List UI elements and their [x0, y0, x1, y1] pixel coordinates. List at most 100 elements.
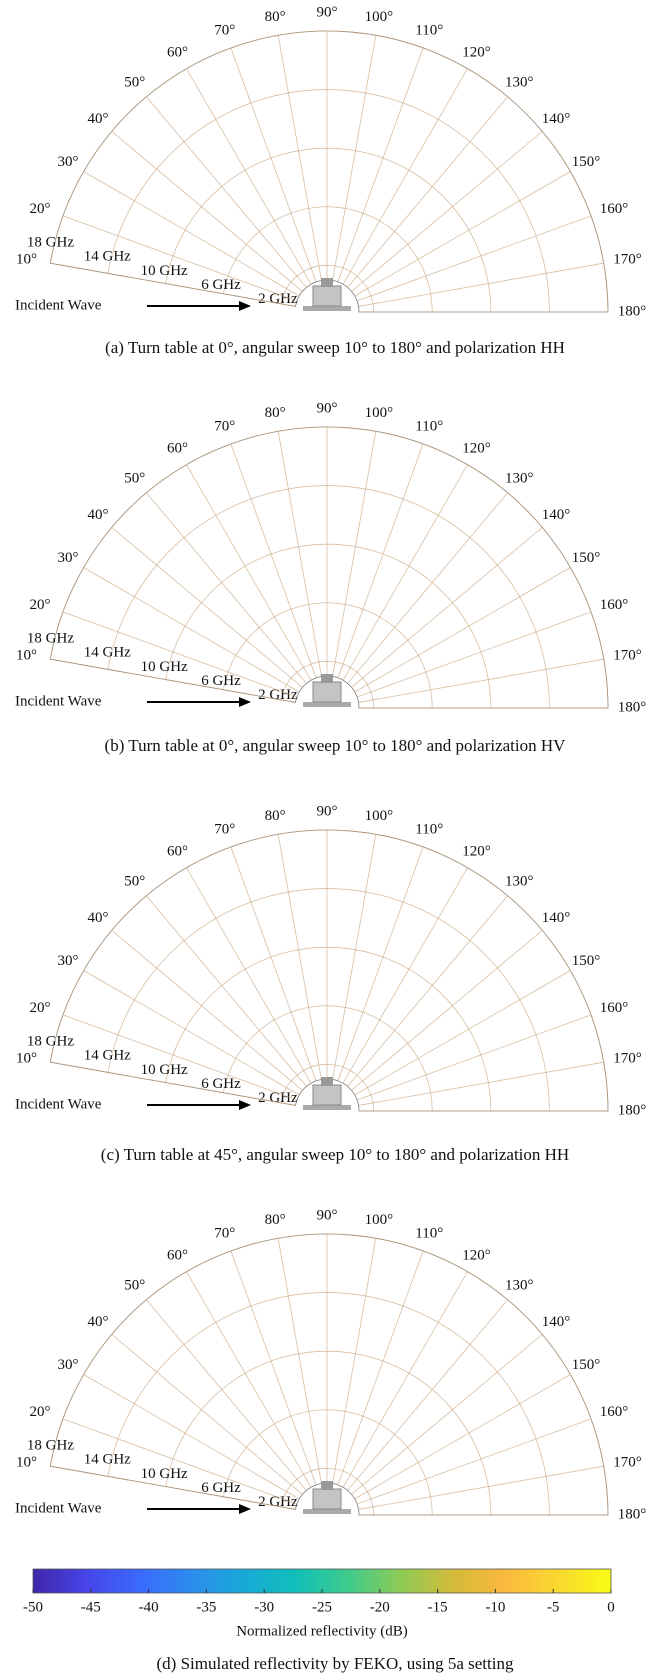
reflectivity-map [49, 1233, 609, 1516]
angle-label: 100° [365, 405, 394, 421]
angle-spoke [354, 567, 571, 693]
frequency-label: 14 GHz [84, 645, 131, 661]
angle-spoke [146, 1299, 307, 1491]
turntable-body [312, 681, 342, 703]
angle-spoke [146, 492, 307, 684]
angle-label: 10° [16, 1455, 37, 1471]
frequency-label: 2 GHz [258, 687, 298, 703]
angle-label: 110° [415, 821, 443, 837]
angle-label: 80° [265, 808, 286, 824]
angle-spoke [354, 171, 571, 297]
angle-spoke [356, 1014, 592, 1101]
frequency-ring [49, 426, 609, 709]
frequency-label: 2 GHz [258, 1494, 298, 1510]
angle-label: 90° [317, 1207, 338, 1223]
angle-spoke [186, 68, 312, 285]
angle-label: 180° [618, 1102, 647, 1118]
turntable-base [303, 702, 351, 707]
frequency-ring [165, 1350, 492, 1516]
angle-label: 50° [124, 873, 145, 889]
frequency-ring [107, 485, 550, 709]
frequency-ring [165, 946, 492, 1112]
angle-label: 60° [167, 1247, 188, 1263]
angle-label: 70° [214, 1225, 235, 1241]
angle-label: 70° [214, 418, 235, 434]
angle-spoke [277, 431, 322, 677]
angle-spoke [62, 215, 298, 302]
angle-spoke [342, 68, 468, 285]
angle-spoke [354, 1374, 571, 1500]
angle-spoke [277, 1238, 322, 1484]
colorbar-tick-label: 0 [607, 1599, 615, 1615]
angle-label: 120° [462, 843, 491, 859]
frequency-ring [222, 206, 433, 313]
angle-spoke [332, 1238, 377, 1484]
angle-label: 180° [618, 1506, 647, 1522]
angle-label: 10° [16, 1051, 37, 1067]
colorbar-tick-label: -10 [485, 1599, 505, 1615]
colorbar-tick-label: -20 [370, 1599, 390, 1615]
angle-label: 170° [613, 1455, 642, 1471]
caption: (b) Turn table at 0°, angular sweep 10° … [105, 736, 567, 755]
turntable-body [312, 1084, 342, 1106]
frequency-label: 2 GHz [258, 291, 298, 307]
frequency-label: 6 GHz [201, 1480, 241, 1496]
angle-label: 70° [214, 821, 235, 837]
turntable-head [321, 1077, 333, 1086]
colorbar-label: Normalized reflectivity (dB) [236, 1623, 408, 1639]
frequency-ring [165, 147, 492, 313]
angle-label: 50° [124, 470, 145, 486]
angle-spoke [332, 35, 377, 281]
incident-label: Incident Wave [15, 297, 102, 313]
angle-label: 60° [167, 440, 188, 456]
angle-spoke [337, 443, 424, 679]
frequency-label: 18 GHz [27, 630, 74, 646]
angle-label: 80° [265, 1212, 286, 1228]
angle-spoke [337, 47, 424, 283]
angle-label: 20° [30, 1404, 51, 1420]
angle-label: 150° [572, 154, 601, 170]
angle-spoke [111, 527, 303, 688]
frequency-label: 10 GHz [141, 1062, 188, 1078]
frequency-label: 14 GHz [84, 1452, 131, 1468]
angle-label: 60° [167, 843, 188, 859]
frequency-ring [49, 1233, 609, 1516]
angle-label: 40° [87, 111, 108, 127]
angle-spoke [356, 1418, 592, 1505]
frequency-ring [280, 660, 375, 709]
frequency-ring [165, 543, 492, 709]
angle-label: 30° [58, 154, 79, 170]
frequency-ring [107, 1292, 550, 1516]
frequency-label: 10 GHz [141, 1466, 188, 1482]
arrow-head [239, 697, 251, 707]
angle-label: 40° [87, 910, 108, 926]
turntable-base [303, 1105, 351, 1110]
arrow-head [239, 1100, 251, 1110]
angle-label: 80° [265, 405, 286, 421]
frequency-ring [49, 30, 609, 313]
angle-spoke [50, 262, 296, 307]
angle-spoke [277, 35, 322, 281]
colorbar-tick-label: -45 [81, 1599, 101, 1615]
angle-label: 130° [505, 470, 534, 486]
angle-spoke [277, 834, 322, 1080]
frequency-label: 18 GHz [27, 234, 74, 250]
reflectivity-map [49, 829, 609, 1112]
angle-label: 40° [87, 507, 108, 523]
angle-label: 20° [30, 1000, 51, 1016]
angle-label: 170° [613, 1051, 642, 1067]
angle-spoke [351, 1334, 543, 1495]
angle-label: 60° [167, 44, 188, 60]
angle-label: 170° [613, 648, 642, 664]
angle-spoke [62, 1014, 298, 1101]
frequency-ring [107, 89, 550, 313]
angle-spoke [230, 1250, 317, 1486]
angle-label: 140° [542, 111, 571, 127]
caption: (c) Turn table at 45°, angular sweep 10°… [101, 1145, 569, 1164]
frequency-label: 18 GHz [27, 1033, 74, 1049]
angle-label: 70° [214, 22, 235, 38]
angle-label: 30° [58, 953, 79, 969]
angle-spoke [146, 895, 307, 1087]
angle-spoke [358, 1061, 604, 1106]
angle-spoke [332, 431, 377, 677]
